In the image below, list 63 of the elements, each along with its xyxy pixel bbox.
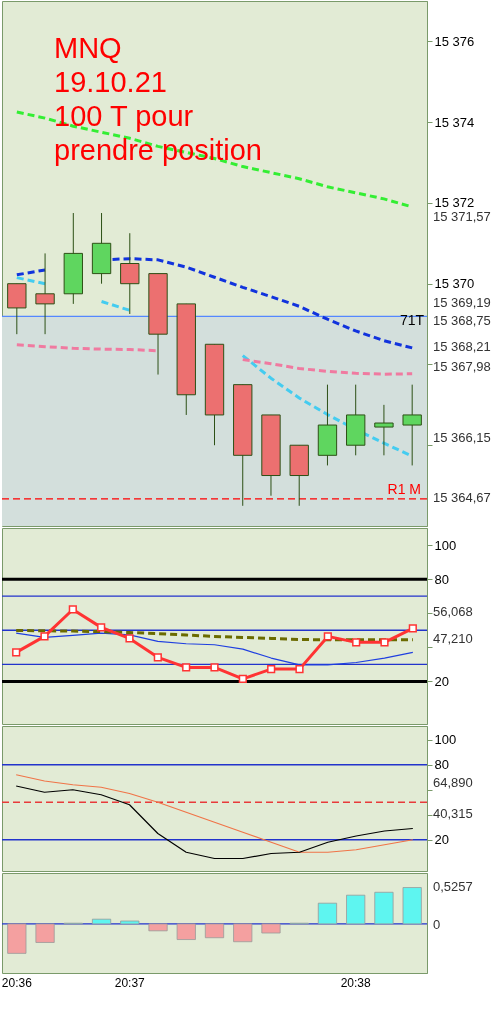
point	[380, 638, 389, 647]
point	[210, 663, 219, 672]
x-tick-label: 20:38	[340, 975, 372, 990]
text: 15 364,67	[433, 490, 491, 505]
bar	[35, 923, 55, 943]
bar	[120, 920, 140, 925]
y-tick-label: 15 374	[434, 114, 475, 130]
text: MNQ 19.10.21 100 T pour prendre position	[54, 32, 262, 166]
bar	[402, 887, 422, 925]
annotation: 71T	[399, 312, 425, 328]
text: 40,315	[433, 806, 473, 821]
y-tick-label: 80	[434, 757, 449, 773]
candlestick	[35, 252, 55, 335]
line-series	[15, 774, 414, 853]
point	[352, 638, 361, 647]
text: 15 369,19	[433, 295, 491, 310]
candlestick	[402, 384, 422, 466]
text: 15 367,98	[433, 359, 491, 374]
text: 64,890	[433, 775, 473, 790]
candlestick	[374, 404, 394, 456]
y-tick-label: 15 372	[434, 195, 475, 211]
point	[182, 663, 191, 672]
y-tick-label: 15 376	[434, 33, 475, 49]
y-tick-label: 20	[434, 673, 449, 689]
text: 15 366,15	[433, 430, 491, 445]
candlestick	[120, 232, 140, 315]
text: 15 371,57	[433, 209, 491, 224]
bar	[176, 923, 196, 940]
point	[40, 632, 49, 641]
x-tick-label: 20:37	[114, 975, 146, 990]
y-tick-label: 15 370	[434, 276, 475, 292]
ref-line-label: R1 M	[387, 480, 421, 497]
point	[267, 665, 276, 674]
bar	[204, 923, 225, 939]
bar	[346, 894, 366, 925]
bar	[317, 902, 338, 925]
point	[68, 605, 77, 614]
line-series	[15, 785, 414, 860]
text: 0	[433, 917, 441, 932]
point	[125, 634, 134, 643]
point	[323, 632, 332, 641]
text: 47,210	[433, 631, 473, 646]
bar	[374, 891, 394, 925]
y-tick-label: 100	[434, 537, 457, 553]
text: 15 368,21	[433, 339, 491, 354]
bar	[7, 923, 27, 954]
point	[295, 665, 304, 674]
point	[238, 674, 247, 683]
bar	[261, 923, 281, 934]
text: 0,5257	[433, 879, 473, 894]
point	[97, 623, 106, 632]
bar	[233, 923, 253, 943]
text: 15 368,75	[433, 313, 491, 328]
x-tick-label: 20:36	[1, 975, 33, 990]
y-tick-label: 80	[434, 571, 449, 587]
bar	[148, 923, 168, 932]
point	[408, 624, 417, 633]
y-tick-label: 100	[434, 732, 457, 748]
y-tick-label: 20	[434, 832, 449, 848]
text: 56,068	[433, 604, 473, 619]
bar	[91, 918, 112, 925]
point	[12, 648, 21, 657]
point	[153, 653, 162, 662]
